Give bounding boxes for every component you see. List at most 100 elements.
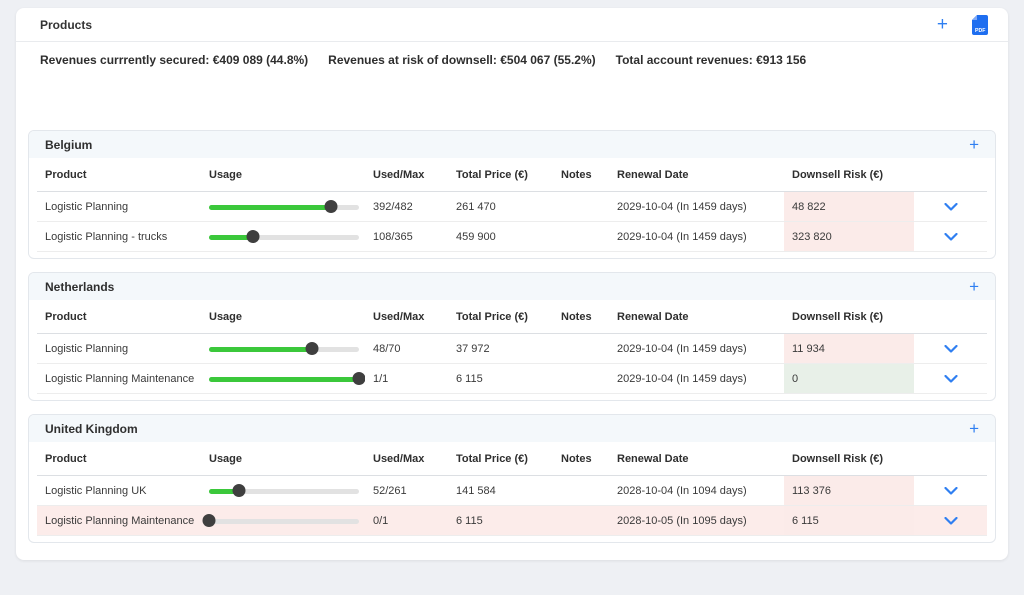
expand-row-button[interactable] bbox=[940, 341, 962, 357]
used-max: 108/365 bbox=[373, 230, 413, 243]
table-body: Logistic Planning 392/482 261 470 2029-1… bbox=[37, 192, 987, 252]
country-section: Belgium + Product Usage Used/Max Total Pric… bbox=[28, 130, 996, 259]
notes bbox=[553, 506, 609, 535]
slider-fill bbox=[209, 488, 239, 494]
section-header: United Kingdom + bbox=[29, 415, 995, 442]
expand-row-button[interactable] bbox=[940, 483, 962, 499]
column-header: Notes bbox=[561, 310, 592, 323]
total-price: 261 470 bbox=[456, 200, 496, 213]
column-header: Downsell Risk (€) bbox=[792, 452, 884, 465]
summary-total: Total account revenues: €913 156 bbox=[615, 53, 807, 67]
column-header: Usage bbox=[209, 310, 243, 323]
svg-text:PDF: PDF bbox=[975, 28, 985, 34]
add-product-button[interactable]: + bbox=[936, 14, 948, 35]
column-header: Renewal Date bbox=[617, 310, 689, 323]
column-header: Renewal Date bbox=[617, 168, 689, 181]
add-row-button[interactable]: + bbox=[969, 419, 979, 438]
column-header: Product bbox=[45, 310, 87, 323]
usage-slider[interactable] bbox=[209, 342, 359, 356]
renewal-date: 2029-10-04 (In 1459 days) bbox=[617, 372, 747, 385]
used-max: 48/70 bbox=[373, 342, 401, 355]
table-body: Logistic Planning UK 52/261 141 584 2028… bbox=[37, 476, 987, 536]
renewal-date: 2029-10-04 (In 1459 days) bbox=[617, 342, 747, 355]
notes bbox=[553, 192, 609, 221]
chevron-down-icon bbox=[943, 371, 958, 386]
products-table: Product Usage Used/Max Total Price (€) Notes… bbox=[29, 158, 995, 258]
chevron-down-icon bbox=[943, 199, 958, 214]
notes bbox=[553, 364, 609, 393]
country-section: United Kingdom + Product Usage Used/Max Tot… bbox=[28, 414, 996, 543]
usage-slider[interactable] bbox=[209, 484, 359, 498]
table-body: Logistic Planning 48/70 37 972 2029-10-0… bbox=[37, 334, 987, 394]
slider-thumb[interactable] bbox=[352, 372, 365, 385]
table-row: Logistic Planning Maintenance 1/1 6 115 … bbox=[37, 364, 987, 394]
chevron-down-icon bbox=[943, 229, 958, 244]
chevron-down-icon bbox=[943, 341, 958, 356]
slider-fill bbox=[209, 234, 254, 240]
downsell-risk: 6 115 bbox=[784, 506, 914, 535]
slider-fill bbox=[209, 204, 331, 210]
products-card: Products + PDF Revenues currrently secur… bbox=[16, 8, 1008, 560]
section-header: Netherlands + bbox=[29, 273, 995, 300]
column-header-spacer bbox=[914, 300, 987, 333]
expand-row-button[interactable] bbox=[940, 199, 962, 215]
product-name: Logistic Planning bbox=[45, 200, 129, 213]
product-name: Logistic Planning UK bbox=[45, 484, 147, 497]
column-header: Product bbox=[45, 168, 87, 181]
total-price: 6 115 bbox=[456, 514, 483, 527]
column-header-spacer bbox=[914, 158, 987, 191]
column-header: Notes bbox=[561, 168, 592, 181]
product-name: Logistic Planning Maintenance bbox=[45, 372, 195, 385]
total-price: 37 972 bbox=[456, 342, 490, 355]
expand-row-button[interactable] bbox=[940, 229, 962, 245]
summary-at-risk: Revenues at risk of downsell: €504 067 (… bbox=[328, 53, 596, 67]
expand-row-button[interactable] bbox=[940, 371, 962, 387]
usage-slider[interactable] bbox=[209, 200, 359, 214]
renewal-date: 2029-10-04 (In 1459 days) bbox=[617, 230, 747, 243]
slider-thumb[interactable] bbox=[324, 200, 338, 213]
slider-thumb[interactable] bbox=[202, 514, 216, 527]
card-header: Products + PDF bbox=[16, 8, 1008, 42]
chevron-down-icon bbox=[943, 513, 958, 528]
slider-fill bbox=[209, 376, 359, 382]
slider-track bbox=[209, 518, 359, 524]
usage-slider[interactable] bbox=[209, 372, 365, 386]
downsell-risk: 323 820 bbox=[784, 222, 914, 251]
products-table: Product Usage Used/Max Total Price (€) Notes… bbox=[29, 300, 995, 400]
add-row-button[interactable]: + bbox=[969, 277, 979, 296]
used-max: 0/1 bbox=[373, 514, 389, 527]
add-row-button[interactable]: + bbox=[969, 135, 979, 154]
used-max: 1/1 bbox=[373, 372, 389, 385]
section-header: Belgium + bbox=[29, 131, 995, 158]
table-header-row: Product Usage Used/Max Total Price (€) Notes… bbox=[37, 300, 987, 334]
chevron-down-icon bbox=[943, 483, 958, 498]
export-pdf-button[interactable]: PDF bbox=[972, 14, 988, 35]
column-header-spacer bbox=[914, 442, 987, 475]
products-table: Product Usage Used/Max Total Price (€) Notes… bbox=[29, 442, 995, 542]
country-section: Netherlands + Product Usage Used/Max Total … bbox=[28, 272, 996, 401]
product-name: Logistic Planning bbox=[45, 342, 129, 355]
table-row: Logistic Planning Maintenance 0/1 6 115 … bbox=[37, 506, 987, 536]
slider-thumb[interactable] bbox=[232, 484, 246, 497]
slider-thumb[interactable] bbox=[305, 342, 319, 355]
column-header: Used/Max bbox=[373, 168, 425, 181]
total-price: 6 115 bbox=[456, 372, 483, 385]
slider-track bbox=[209, 234, 359, 240]
column-header: Downsell Risk (€) bbox=[792, 310, 884, 323]
notes bbox=[553, 222, 609, 251]
table-row: Logistic Planning 48/70 37 972 2029-10-0… bbox=[37, 334, 987, 364]
usage-slider[interactable] bbox=[202, 514, 359, 528]
table-header-row: Product Usage Used/Max Total Price (€) Notes… bbox=[37, 158, 987, 192]
column-header: Product bbox=[45, 452, 87, 465]
column-header: Notes bbox=[561, 452, 592, 465]
expand-row-button[interactable] bbox=[940, 513, 962, 529]
section-title: United Kingdom bbox=[45, 421, 138, 436]
column-header: Used/Max bbox=[373, 452, 425, 465]
table-row: Logistic Planning - trucks 108/365 459 9… bbox=[37, 222, 987, 252]
usage-slider[interactable] bbox=[209, 230, 359, 244]
slider-thumb[interactable] bbox=[246, 230, 260, 243]
table-row: Logistic Planning UK 52/261 141 584 2028… bbox=[37, 476, 987, 506]
revenue-summary: Revenues currrently secured: €409 089 (4… bbox=[16, 42, 1008, 67]
product-name: Logistic Planning Maintenance bbox=[45, 514, 195, 527]
column-header: Usage bbox=[209, 452, 243, 465]
